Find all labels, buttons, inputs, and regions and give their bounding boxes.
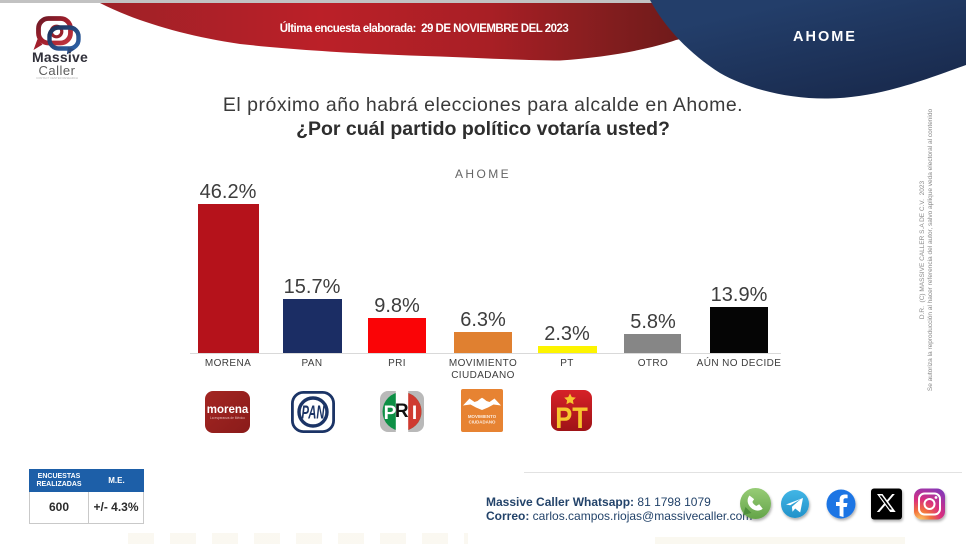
svg-text:P: P [384, 403, 397, 424]
svg-text:CIUDADANO: CIUDADANO [469, 420, 496, 425]
svg-text:MOVIMIENTO: MOVIMIENTO [468, 414, 497, 419]
svg-text:La esperanza de México: La esperanza de México [210, 416, 245, 420]
svg-text:morena: morena [207, 404, 249, 416]
svg-text:I: I [412, 403, 417, 424]
svg-text:PAN: PAN [302, 403, 326, 424]
svg-text:R: R [395, 401, 409, 422]
svg-text:PT: PT [555, 401, 588, 431]
